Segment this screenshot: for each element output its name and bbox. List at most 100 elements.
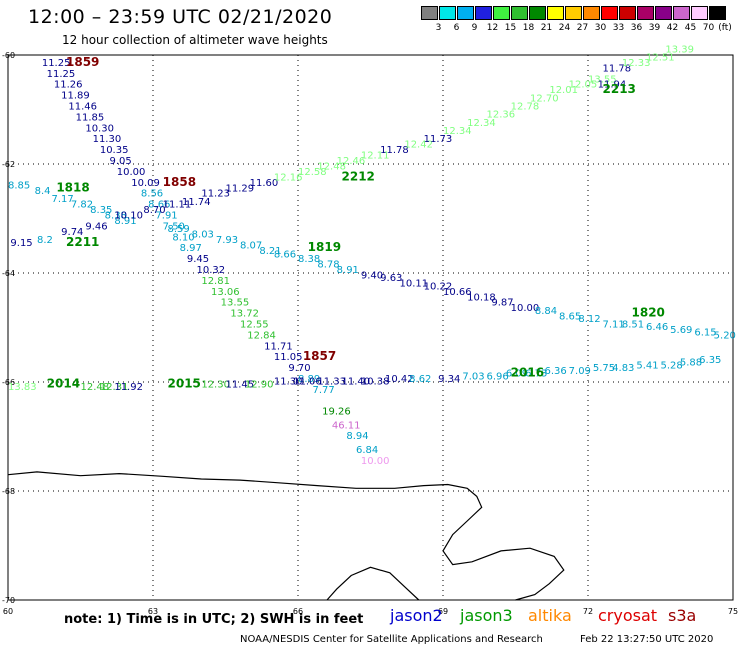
satellite-jason3: jason3 bbox=[460, 606, 513, 625]
wave-height-value: 11.33 bbox=[317, 377, 346, 388]
wave-height-value: 12.78 bbox=[511, 102, 540, 113]
wave-height-value: 11.23 bbox=[201, 189, 230, 200]
legend-unit: (ft) bbox=[718, 23, 732, 33]
wave-height-labels: 11.2511.2511.2611.8911.4611.8510.3011.30… bbox=[8, 44, 736, 466]
lat-tick-label: -60 bbox=[2, 51, 15, 60]
legend-label: 42 bbox=[666, 23, 679, 33]
legend-label: 12 bbox=[486, 23, 499, 33]
pass-labels: 1859 1858 1857 1818 2211 2212 2213 1819 1820 2014… bbox=[47, 55, 665, 391]
wave-height-value: 6.73 bbox=[525, 369, 547, 380]
legend-swatch bbox=[619, 6, 636, 20]
satellite-s3a: s3a bbox=[668, 606, 697, 625]
wave-height-value: 10.42 bbox=[385, 374, 414, 385]
lon-tick-label: 69 bbox=[438, 607, 448, 616]
wave-height-value: 11.05 bbox=[274, 352, 303, 363]
wave-height-value: 12.70 bbox=[530, 93, 559, 104]
wave-height-value: 5.41 bbox=[636, 360, 658, 371]
axis-ticks: 60 63 66 69 72 75 -60 -62 -64 -66 -68 -70 bbox=[2, 51, 738, 616]
wave-height-value: 12.05 bbox=[569, 80, 598, 91]
legend-swatch bbox=[637, 6, 654, 20]
wave-height-value: 8.91 bbox=[337, 265, 359, 276]
lat-tick-label: -70 bbox=[2, 596, 15, 605]
wave-height-value: 8.21 bbox=[259, 246, 281, 257]
wave-height-value: 10.00 bbox=[117, 167, 146, 178]
pass-number-label: 2213 bbox=[603, 82, 636, 96]
wave-height-value: 8.51 bbox=[622, 320, 644, 331]
legend-swatch bbox=[583, 6, 600, 20]
legend-label: 6 bbox=[453, 23, 460, 33]
legend-swatch bbox=[421, 6, 438, 20]
map-title: 12:00 – 23:59 UTC 02/21/2020 bbox=[28, 6, 333, 28]
legend-swatch bbox=[511, 6, 528, 20]
legend-swatch bbox=[709, 6, 726, 20]
map-frame bbox=[7, 54, 734, 601]
wave-height-value: 7.82 bbox=[71, 200, 93, 211]
wave-height-value: 8.12 bbox=[578, 314, 600, 325]
lon-tick-label: 60 bbox=[3, 607, 13, 616]
wave-height-value: 9.45 bbox=[187, 254, 209, 265]
wave-height-value: 10.22 bbox=[424, 281, 453, 292]
wave-height-value: 7.03 bbox=[462, 371, 484, 382]
wave-height-value: 13.55 bbox=[588, 74, 617, 85]
wave-height-value: 7.91 bbox=[155, 211, 177, 222]
wave-height-value: 11.30 bbox=[274, 377, 303, 388]
wave-height-value: 12.81 bbox=[201, 276, 230, 287]
legend-swatch bbox=[439, 6, 456, 20]
wave-height-value: 11.29 bbox=[226, 183, 255, 194]
wave-height-value: 9.34 bbox=[438, 374, 460, 385]
legend-label: 36 bbox=[630, 23, 643, 33]
wave-height-value: 11.94 bbox=[598, 80, 627, 91]
wave-height-value: 11.78 bbox=[603, 63, 632, 74]
satellite-cryosat: cryosat bbox=[598, 606, 658, 625]
wave-height-value: 13.39 bbox=[665, 44, 694, 55]
wave-height-value: 8.70 bbox=[143, 205, 165, 216]
lat-tick-label: -68 bbox=[2, 487, 15, 496]
wave-height-value: 8.10 bbox=[172, 232, 194, 243]
lon-tick-label: 66 bbox=[293, 607, 303, 616]
wave-height-value: 8.56 bbox=[141, 189, 163, 200]
wave-height-value: 7.77 bbox=[313, 385, 335, 396]
wave-height-value: 12.48 bbox=[81, 382, 110, 393]
lon-tick-label: 75 bbox=[728, 607, 738, 616]
pass-number-label: 1820 bbox=[632, 306, 665, 320]
lat-tick-label: -64 bbox=[2, 269, 15, 278]
wave-height-value: 8.35 bbox=[90, 205, 112, 216]
wave-height-value: 12.55 bbox=[240, 320, 269, 331]
pass-number-label: 1819 bbox=[308, 240, 341, 254]
wave-height-value: 9.74 bbox=[61, 227, 83, 238]
wave-height-value: 6.35 bbox=[699, 355, 721, 366]
wave-height-value: 11.71 bbox=[264, 341, 293, 352]
wave-height-value: 9.40 bbox=[361, 270, 383, 281]
wave-height-value: 8.94 bbox=[346, 431, 368, 442]
wave-height-value: 6.96 bbox=[487, 371, 509, 382]
wave-height-value: 8.85 bbox=[8, 181, 30, 192]
wave-height-value: 10.11 bbox=[400, 279, 429, 290]
wave-height-value: 11.85 bbox=[76, 112, 105, 123]
wave-height-value: 5.75 bbox=[593, 363, 615, 374]
wave-height-value: 12.84 bbox=[247, 330, 276, 341]
wave-height-value: 11.89 bbox=[61, 91, 90, 102]
lat-tick-label: -62 bbox=[2, 160, 15, 169]
wave-height-value: 5.88 bbox=[680, 358, 702, 369]
wave-height-value: 6.84 bbox=[356, 445, 378, 456]
pass-number-label: 2015 bbox=[168, 376, 201, 390]
wave-height-value: 12.42 bbox=[404, 140, 433, 151]
wave-height-value: 5.20 bbox=[714, 330, 736, 341]
legend-label: 24 bbox=[558, 23, 571, 33]
wave-height-value: 12.48 bbox=[317, 161, 346, 172]
legend-label: 9 bbox=[471, 23, 478, 33]
wave-height-value: 10.38 bbox=[361, 377, 390, 388]
wave-height-value: 13.83 bbox=[8, 382, 37, 393]
wave-height-value: 8.38 bbox=[298, 254, 320, 265]
pass-number-label: 2014 bbox=[47, 376, 80, 390]
graticule bbox=[8, 55, 733, 600]
legend-label: 3 bbox=[435, 23, 442, 33]
wave-height-value: 12.90 bbox=[245, 379, 274, 390]
wave-height-value: 13.72 bbox=[230, 309, 259, 320]
satellite-jason2: jason2 bbox=[390, 606, 443, 625]
wave-height-value: 9.87 bbox=[491, 298, 513, 309]
wave-height-value: 12.01 bbox=[549, 85, 578, 96]
wave-height-value: 8.78 bbox=[317, 260, 339, 271]
wave-height-value: 8.03 bbox=[192, 230, 214, 241]
pass-number-label: 2211 bbox=[66, 235, 99, 249]
